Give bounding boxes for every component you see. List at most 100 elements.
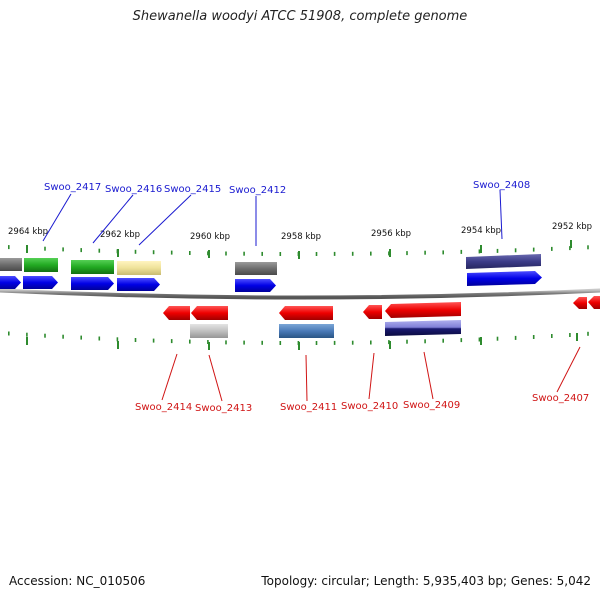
minor-tick xyxy=(243,251,245,256)
cds-reverse-partial[interactable] xyxy=(588,296,600,309)
minor-tick xyxy=(62,334,64,339)
feature-green-swoo-2417[interactable] xyxy=(24,258,58,272)
gene-label-swoo-2416[interactable]: Swoo_2416 xyxy=(105,184,162,195)
minor-tick xyxy=(170,250,173,255)
tick-label-2964: 2964 kbp xyxy=(8,227,48,237)
minor-tick xyxy=(442,338,444,343)
gene-label-swoo-2409[interactable]: Swoo_2409 xyxy=(403,400,460,411)
gene-label-swoo-2414[interactable]: Swoo_2414 xyxy=(135,402,192,413)
cds-forward-swoo-2408[interactable] xyxy=(467,271,542,286)
minor-tick xyxy=(116,337,119,342)
minor-tick xyxy=(333,340,336,345)
cds-forward-swoo-2416[interactable] xyxy=(71,277,114,290)
accession-label: Accession: NC_010506 xyxy=(9,574,146,588)
feature-gray-swoo-2412[interactable] xyxy=(235,262,277,275)
minor-tick xyxy=(134,249,137,254)
minor-tick xyxy=(388,340,390,345)
tick-label-2958: 2958 kbp xyxy=(281,232,321,242)
minor-tick xyxy=(8,245,10,250)
minor-tick xyxy=(514,335,517,340)
minor-tick xyxy=(478,249,481,254)
tick-label-2962: 2962 kbp xyxy=(100,230,140,240)
cds-reverse-swoo-2409[interactable] xyxy=(385,302,461,318)
feature-navy-swoo-2409[interactable] xyxy=(385,320,461,336)
gene-label-swoo-2408[interactable]: Swoo_2408 xyxy=(473,180,530,191)
minor-tick xyxy=(170,339,173,344)
gene-label-swoo-2413[interactable]: Swoo_2413 xyxy=(195,403,252,414)
reverse-leader-lines xyxy=(161,346,581,402)
cds-forward-swoo-2415[interactable] xyxy=(117,278,160,291)
cds-reverse-swoo-2413[interactable] xyxy=(191,306,228,320)
minor-tick xyxy=(333,251,336,256)
minor-tick xyxy=(225,340,227,345)
minor-tick xyxy=(370,251,372,256)
minor-tick xyxy=(532,247,535,252)
feature-yellow-swoo-2415[interactable] xyxy=(117,261,161,275)
genome-summary: Topology: circular; Length: 5,935,403 bp… xyxy=(261,574,591,588)
minor-tick xyxy=(134,338,137,342)
feature-purple-swoo-2408[interactable] xyxy=(466,254,541,269)
reverse-feature-track xyxy=(190,320,461,338)
major-ticks-inner xyxy=(26,333,578,350)
gene-label-swoo-2415[interactable]: Swoo_2415 xyxy=(164,184,221,195)
feature-green-swoo-2416[interactable] xyxy=(71,260,114,274)
feature-steel-swoo-2411[interactable] xyxy=(279,324,334,338)
tick-label-2954: 2954 kbp xyxy=(461,226,501,236)
forward-leader-lines xyxy=(42,189,503,246)
minor-tick xyxy=(80,248,82,253)
minor-tick xyxy=(406,251,408,256)
tick-label-2956: 2956 kbp xyxy=(371,229,411,239)
minor-tick xyxy=(315,341,318,345)
minor-tick xyxy=(98,336,101,341)
minor-tick xyxy=(315,252,318,256)
minor-tick xyxy=(8,331,10,336)
minor-tick xyxy=(496,248,499,253)
minor-tick xyxy=(152,250,155,255)
gene-label-swoo-2417[interactable]: Swoo_2417 xyxy=(44,182,101,193)
minor-tick xyxy=(532,335,535,339)
minor-tick xyxy=(351,340,354,345)
cds-reverse-swoo-2411[interactable] xyxy=(279,306,333,320)
minor-tick xyxy=(279,252,282,256)
cds-forward-swoo-2412[interactable] xyxy=(235,279,276,292)
reverse-cds-track xyxy=(163,296,600,320)
minor-tick xyxy=(26,332,28,337)
minor-tick xyxy=(44,333,46,338)
genome-title: Shewanella woodyi ATCC 51908, complete g… xyxy=(132,9,468,24)
forward-cds-track xyxy=(0,271,542,292)
gene-label-swoo-2411[interactable]: Swoo_2411 xyxy=(280,402,337,413)
feature-lightgray-swoo-2413[interactable] xyxy=(190,324,228,338)
minor-tick xyxy=(442,250,444,255)
genome-backbone xyxy=(0,288,600,300)
gene-label-swoo-2407[interactable]: Swoo_2407 xyxy=(532,393,589,404)
minor-tick xyxy=(351,251,354,256)
feature-gray-1[interactable] xyxy=(0,258,22,271)
minor-tick xyxy=(569,333,571,337)
minor-tick xyxy=(460,249,463,254)
cds-reverse-swoo-2410[interactable] xyxy=(363,305,382,319)
major-ticks-outer xyxy=(26,240,572,259)
minor-tick xyxy=(424,339,426,344)
minor-tick xyxy=(62,247,64,252)
gene-label-swoo-2410[interactable]: Swoo_2410 xyxy=(341,401,398,412)
minor-tick xyxy=(496,336,499,341)
minor-tick xyxy=(261,340,263,345)
cds-forward-1[interactable] xyxy=(0,276,21,289)
minor-tick xyxy=(424,250,426,255)
cds-reverse-swoo-2407[interactable] xyxy=(573,297,587,309)
minor-tick xyxy=(460,338,463,343)
minor-tick xyxy=(551,334,553,338)
minor-tick xyxy=(225,251,227,256)
minor-tick xyxy=(44,246,46,251)
cds-forward-swoo-2417[interactable] xyxy=(23,276,58,289)
gene-label-swoo-2412[interactable]: Swoo_2412 xyxy=(229,185,286,196)
cds-reverse-swoo-2414[interactable] xyxy=(163,306,190,320)
minor-tick xyxy=(152,338,155,343)
minor-tick xyxy=(189,251,191,255)
minor-tick xyxy=(370,340,372,345)
minor-tick xyxy=(406,339,408,344)
minor-tick xyxy=(189,339,191,344)
minor-tick xyxy=(587,245,589,250)
minor-tick xyxy=(207,251,209,256)
